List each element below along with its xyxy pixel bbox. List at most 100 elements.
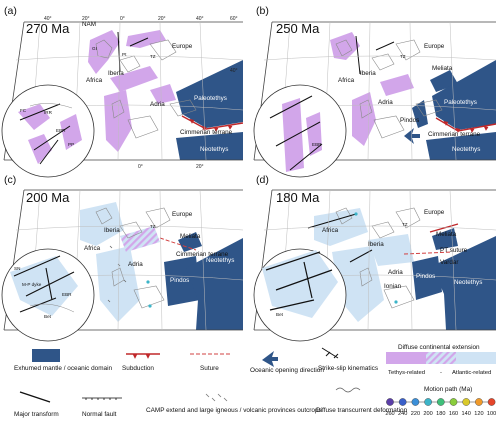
tethys-extension-zone bbox=[110, 66, 158, 92]
atlantic-extension-zone bbox=[96, 246, 140, 322]
subduction-line bbox=[181, 115, 243, 130]
label-neotethys: Neotethys bbox=[200, 146, 228, 153]
label-cimmerian: Cimmerian terrane bbox=[180, 129, 233, 136]
mixed-extension-zone bbox=[120, 226, 160, 252]
suture-line bbox=[159, 237, 197, 251]
motion-age-180: 180 bbox=[436, 411, 445, 417]
motion-dot-220 bbox=[411, 398, 420, 406]
legend-suture-label: Suture bbox=[200, 365, 219, 372]
panel-a-text: (a) 270 Ma NAM Europe Africa Iberia Adri… bbox=[4, 5, 238, 170]
meliata-ocean bbox=[432, 228, 458, 250]
panel-letter: (a) bbox=[4, 5, 17, 17]
inset-circle bbox=[253, 84, 347, 178]
label-africa: Africa bbox=[322, 227, 339, 234]
label-small: M-P dyke bbox=[22, 282, 42, 287]
label-small: EBR bbox=[62, 292, 72, 297]
panel-age: 200 Ma bbox=[26, 190, 70, 205]
label-ocean: Paleotethys bbox=[194, 95, 227, 102]
legend-atlantic-swatch bbox=[456, 352, 496, 364]
neotethys-ocean bbox=[432, 236, 496, 330]
label-africa: Africa bbox=[84, 245, 101, 252]
atlantic-extension-zone bbox=[368, 234, 414, 266]
label-small: TZ bbox=[150, 224, 156, 229]
label-vardar: Vardar bbox=[440, 259, 458, 266]
label-pindos: Pindos bbox=[170, 277, 189, 284]
neotethys-ocean bbox=[176, 132, 243, 160]
paleotethys-ocean bbox=[432, 60, 496, 130]
pindos-ocean bbox=[412, 100, 428, 128]
legend-swatch-exhumed bbox=[32, 349, 60, 362]
motion-dot-260 bbox=[386, 398, 394, 406]
tethys-extension-zone bbox=[104, 90, 132, 152]
label-pindos: Pindos bbox=[416, 273, 435, 280]
label-small: FC bbox=[20, 108, 27, 113]
panel-b bbox=[253, 21, 497, 178]
panel-letter: (d) bbox=[256, 174, 269, 186]
motion-dot-180 bbox=[436, 398, 445, 406]
legend-subduction-teeth bbox=[132, 353, 151, 359]
tethys-extension-zone bbox=[352, 92, 376, 146]
label-meliata: Meliata bbox=[180, 233, 201, 240]
opening-arrow bbox=[404, 128, 420, 144]
label-adria: Adria bbox=[378, 99, 393, 106]
label-small: GI bbox=[92, 46, 97, 51]
grid-label: 20° bbox=[82, 16, 90, 22]
legend-dash: - bbox=[440, 370, 442, 376]
panel-age: 250 Ma bbox=[276, 21, 320, 36]
label-small: EBR bbox=[312, 142, 322, 147]
camp-point bbox=[146, 280, 150, 284]
coastline bbox=[335, 39, 443, 139]
legend-camp-label: CAMP extend and large igneous / volcanic… bbox=[146, 407, 322, 414]
label-small: TZ bbox=[402, 222, 408, 227]
inset-circle bbox=[253, 248, 347, 342]
motion-age-140: 140 bbox=[462, 411, 471, 417]
label-ocean: Paleotethys bbox=[444, 99, 477, 106]
label-adria: Adria bbox=[128, 261, 143, 268]
label-europe: Europe bbox=[172, 43, 193, 50]
major-transform bbox=[307, 213, 373, 263]
major-transform bbox=[355, 35, 395, 75]
motion-path-ages: 260 240 220 200 180 160 140 120 100 bbox=[385, 411, 496, 417]
label-pindos: Pindos bbox=[400, 117, 419, 124]
suture-line bbox=[403, 251, 453, 255]
legend-subduction-label: Subduction bbox=[122, 365, 154, 372]
legend-transcurrent-symbol bbox=[335, 387, 361, 393]
label-iberia: Iberia bbox=[368, 241, 384, 248]
legend-transcurrent-label: Diffuse transcurrent deformation bbox=[316, 407, 408, 414]
label-small: Bet bbox=[276, 312, 284, 317]
label-europe: Europe bbox=[424, 43, 445, 50]
motion-dot-100 bbox=[487, 398, 496, 406]
grid-label: 60° bbox=[230, 16, 238, 22]
panel-d-text: (d) 180 Ma Europe Africa Iberia Adria Me… bbox=[256, 174, 482, 317]
label-iberia: Iberia bbox=[104, 227, 120, 234]
subduction-line bbox=[429, 223, 459, 233]
label-cimmerian: Cimmerian terrane bbox=[428, 131, 481, 138]
motion-path-dots bbox=[386, 398, 496, 406]
camp-point bbox=[354, 212, 358, 216]
legend: Exhumed mantle / oceanic domain Subducti… bbox=[14, 344, 496, 418]
motion-dot-140 bbox=[462, 398, 471, 406]
label-adria: Adria bbox=[150, 101, 165, 108]
grid-label: 20° bbox=[196, 164, 204, 170]
panel-b-text: (b) 250 Ma Europe Africa Iberia Adria Me… bbox=[256, 5, 481, 153]
label-pt-suture: PT suture bbox=[440, 247, 468, 254]
label-small: Pt bbox=[122, 52, 127, 57]
motion-age-200: 200 bbox=[423, 411, 432, 417]
label-small: EBR bbox=[56, 128, 66, 133]
label-small: TZ bbox=[400, 54, 406, 59]
legend-major-label: Major transform bbox=[14, 411, 59, 418]
motion-age-220: 220 bbox=[411, 411, 420, 417]
motion-age-240: 240 bbox=[398, 411, 407, 417]
legend-major-transform-symbol bbox=[19, 391, 51, 403]
panel-a bbox=[1, 21, 244, 178]
camp-point bbox=[394, 300, 398, 304]
legend-motion-title: Motion path (Ma) bbox=[424, 386, 472, 393]
camp-point bbox=[148, 304, 152, 308]
coastline bbox=[95, 39, 197, 139]
label-small: PP bbox=[68, 142, 74, 147]
motion-dot-200 bbox=[424, 398, 432, 406]
label-cimmerian: Cimmerian terrane bbox=[176, 251, 229, 258]
legend-tethys-swatch bbox=[386, 352, 426, 364]
panel-c bbox=[1, 189, 244, 342]
legend-diffuse-title: Diffuse continental extension bbox=[398, 344, 480, 351]
